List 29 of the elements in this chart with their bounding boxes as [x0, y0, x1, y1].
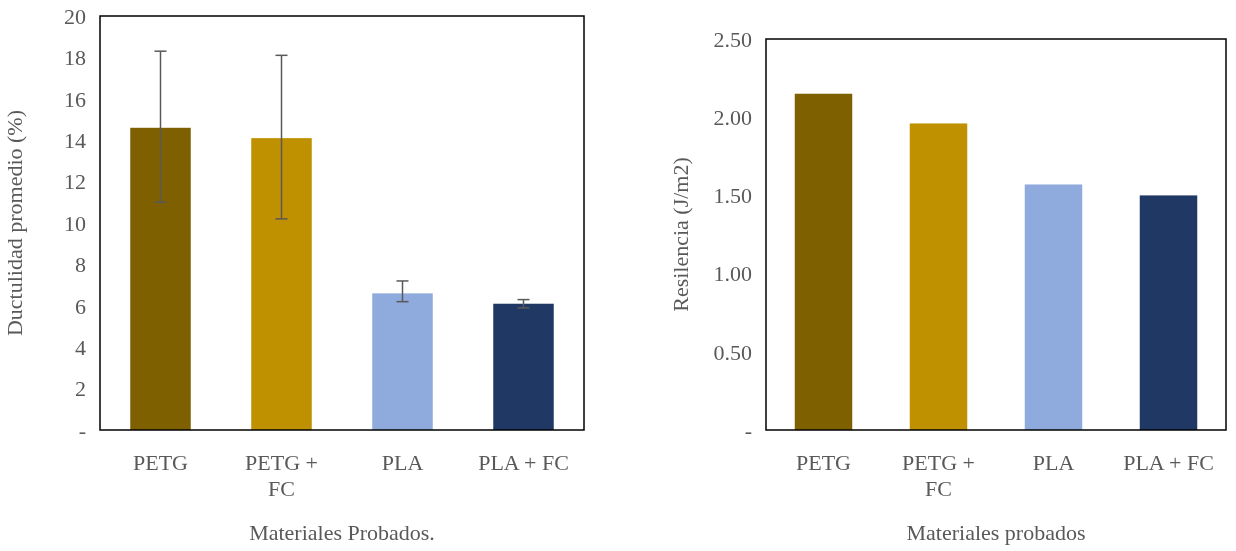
y-tick-label: 2.00	[713, 104, 752, 130]
y-tick-label: 16	[64, 86, 86, 112]
x-axis-title: Materiales probados	[906, 520, 1086, 545]
x-tick-label: PETG	[133, 450, 189, 475]
y-tick-label: -	[744, 417, 752, 443]
y-tick-label: 18	[64, 45, 86, 71]
x-tick-label: PETG	[796, 450, 852, 475]
y-tick-label: 14	[64, 127, 86, 153]
x-tick-label: PETG + FC	[902, 450, 975, 501]
x-tick-label: PLA + FC	[1123, 450, 1214, 475]
y-tick-label: -	[78, 417, 86, 443]
y-tick-label: 20	[64, 3, 86, 29]
y-axis-title: Ductulidad promedio (%)	[2, 109, 27, 337]
y-tick-label: 2	[75, 376, 86, 402]
y-tick-label: 8	[75, 252, 86, 278]
x-tick-label: PLA + FC	[478, 450, 569, 475]
x-axis-title: Materiales Probados.	[249, 520, 435, 545]
y-tick-label: 1.50	[713, 183, 752, 209]
y-tick-label: 4	[75, 334, 86, 360]
y-tick-label: 0.50	[713, 339, 752, 365]
x-tick-label: PLA	[1032, 450, 1075, 475]
y-tick-label: 12	[64, 169, 86, 195]
y-tick-label: 10	[64, 210, 86, 236]
y-tick-label: 6	[75, 293, 86, 319]
x-tick-label: PETG + FC	[245, 450, 318, 501]
y-axis-title: Resilencia (J/m2)	[668, 157, 693, 312]
y-tick-label: 1.00	[713, 261, 752, 287]
x-tick-label: PLA	[381, 450, 424, 475]
y-tick-label: 2.50	[713, 26, 752, 52]
